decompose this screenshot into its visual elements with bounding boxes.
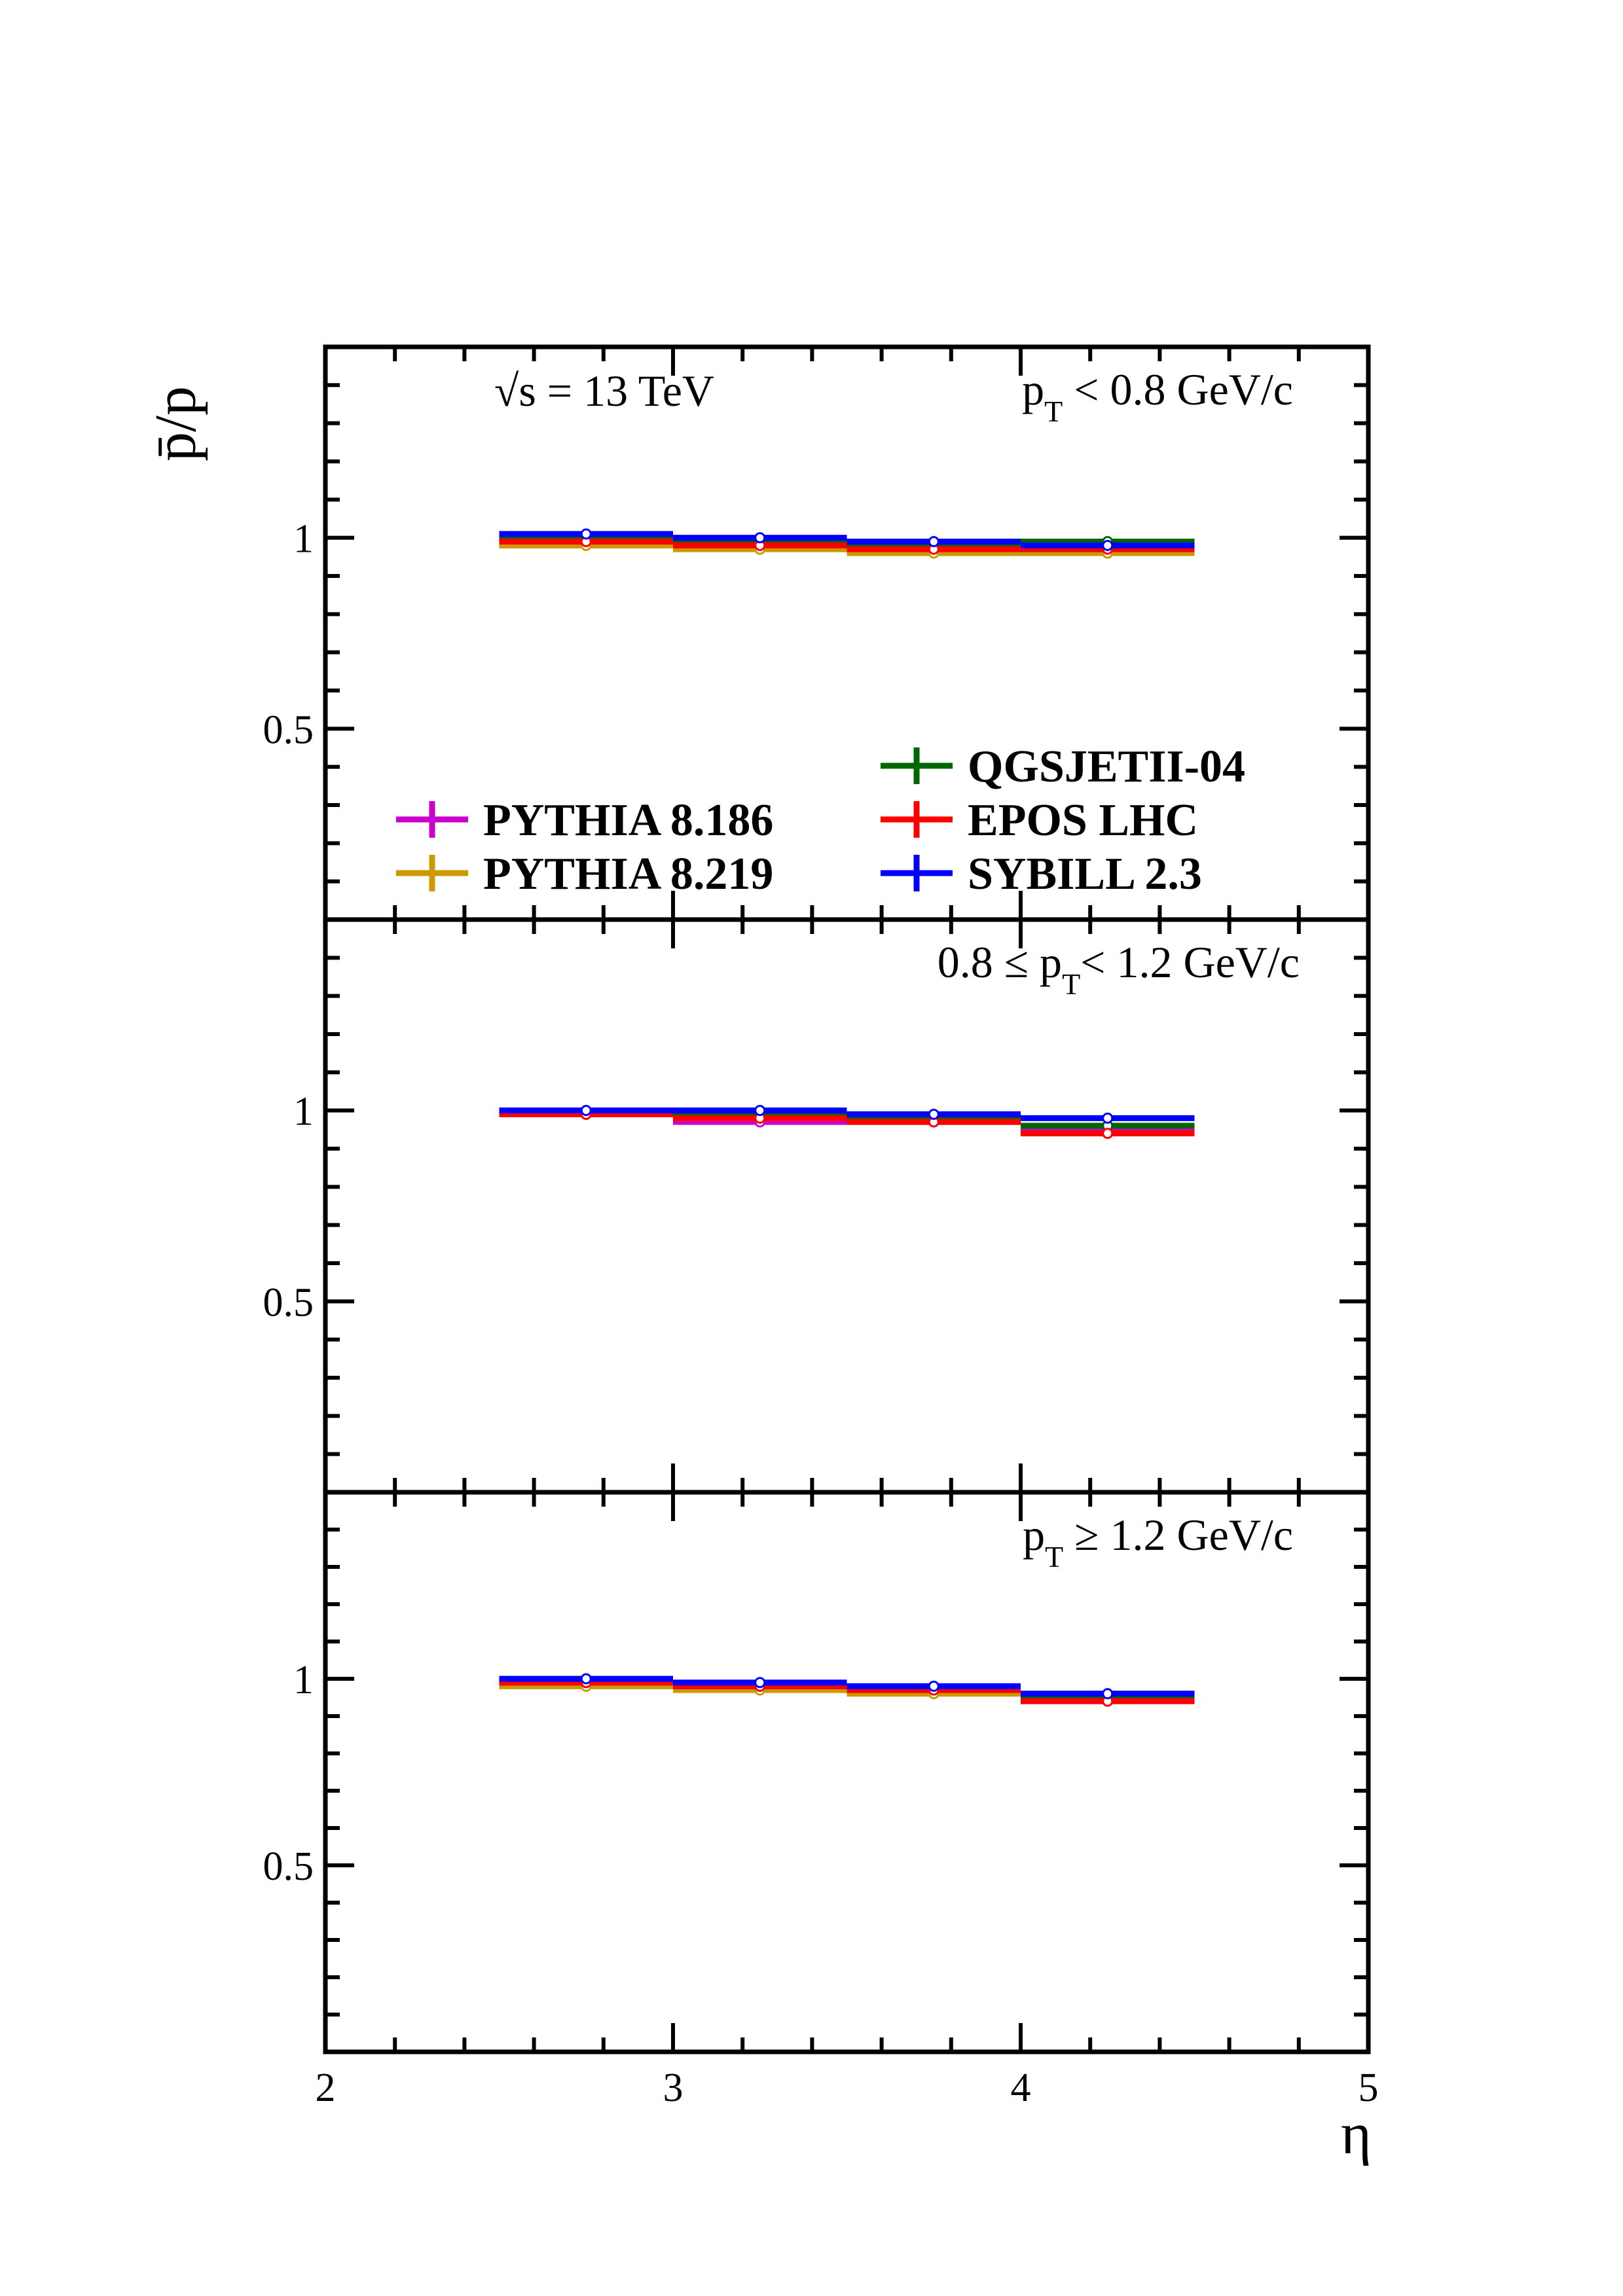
sqrt-s-label: √s = 13 TeV bbox=[494, 366, 714, 416]
panel-2: 0.5 1 0.8 ≤ pT< 1.2 GeV/c bbox=[263, 917, 1371, 1495]
pt-label-post: < 0.8 GeV/c bbox=[1063, 365, 1293, 414]
panel-2-frame bbox=[323, 917, 1371, 1495]
y-tick-label: 0.5 bbox=[263, 1280, 314, 1325]
legend-label: SYBILL 2.3 bbox=[968, 849, 1202, 899]
x-tick-label: 3 bbox=[663, 2066, 684, 2110]
y-tick-label: 1 bbox=[293, 1090, 314, 1134]
data-point-sybill-2-3-bin-4 bbox=[1102, 539, 1114, 551]
panel-1-series bbox=[499, 528, 1195, 559]
x-tick-label: 2 bbox=[316, 2066, 336, 2110]
data-point-sybill-2-3-bin-1 bbox=[580, 528, 592, 540]
data-point-sybill-2-3-bin-4 bbox=[1102, 1112, 1114, 1124]
y-tick-label: 0.5 bbox=[263, 708, 314, 752]
panel-3: 0.5 1 pT ≥ 1.2 GeV/c bbox=[263, 1490, 1371, 2054]
data-point-sybill-2-3-bin-2 bbox=[754, 532, 766, 544]
y-tick-label: 0.5 bbox=[263, 1844, 314, 1889]
panel-3-series bbox=[499, 1673, 1195, 1707]
panel-1-frame bbox=[323, 344, 1371, 922]
pt-label-pre: 0.8 ≤ p bbox=[938, 937, 1062, 987]
panel-1: 0.5 1 pT < 0.8 GeV/c bbox=[263, 344, 1371, 922]
pt-label-post: < 1.2 GeV/c bbox=[1080, 937, 1300, 987]
data-point-epos-lhc-bin-4 bbox=[1102, 1128, 1114, 1139]
pt-range-label: pT < 0.8 GeV/c bbox=[1022, 365, 1293, 428]
data-point-sybill-2-3-bin-4 bbox=[1102, 1688, 1114, 1700]
data-point-sybill-2-3-bin-1 bbox=[580, 1673, 592, 1685]
legend-label: PYTHIA 8.186 bbox=[483, 795, 773, 846]
legend-label: EPOS LHC bbox=[968, 795, 1198, 846]
data-point-sybill-2-3-bin-1 bbox=[580, 1105, 592, 1117]
pt-label-pre: p bbox=[1022, 365, 1044, 414]
data-point-sybill-2-3-bin-3 bbox=[928, 1680, 939, 1692]
panel-3-frame bbox=[323, 1490, 1371, 2054]
y-axis-title: p̄/p bbox=[143, 386, 208, 461]
legend-label: QGSJETII-04 bbox=[968, 742, 1245, 792]
pt-label-pre: p bbox=[1023, 1510, 1045, 1560]
pt-range-label: pT ≥ 1.2 GeV/c bbox=[1023, 1510, 1293, 1573]
data-point-sybill-2-3-bin-2 bbox=[754, 1677, 766, 1689]
data-point-sybill-2-3-bin-3 bbox=[928, 536, 939, 547]
y-tick-label: 1 bbox=[293, 1658, 314, 1702]
x-axis-title: η bbox=[1341, 2102, 1372, 2166]
panel-2-series bbox=[499, 1105, 1195, 1139]
pt-label-sub: T bbox=[1045, 1540, 1063, 1573]
legend-label: PYTHIA 8.219 bbox=[483, 849, 773, 899]
pt-range-label: 0.8 ≤ pT< 1.2 GeV/c bbox=[938, 937, 1300, 1001]
x-tick-label: 4 bbox=[1011, 2066, 1031, 2110]
pt-label-sub: T bbox=[1044, 395, 1063, 428]
data-point-sybill-2-3-bin-2 bbox=[754, 1105, 766, 1117]
y-tick-label: 1 bbox=[293, 517, 314, 562]
data-point-sybill-2-3-bin-3 bbox=[928, 1109, 939, 1120]
pt-label-sub: T bbox=[1062, 967, 1080, 1001]
x-tick-label: 5 bbox=[1359, 2066, 1379, 2110]
pt-label-post: ≥ 1.2 GeV/c bbox=[1063, 1510, 1293, 1560]
